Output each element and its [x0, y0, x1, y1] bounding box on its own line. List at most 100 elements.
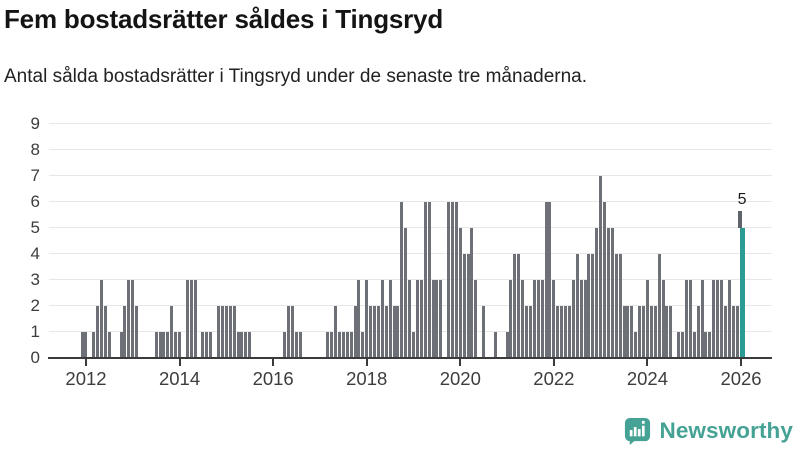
- bar: [103, 305, 107, 358]
- bar: [474, 279, 478, 358]
- bar: [708, 331, 712, 358]
- bar: [193, 279, 197, 358]
- bar: [244, 331, 248, 358]
- x-tick-mark: [552, 358, 555, 366]
- highlight-value-label: 5: [737, 190, 747, 208]
- bar: [412, 331, 415, 358]
- bar: [603, 201, 607, 358]
- x-tick-label: 2024: [626, 367, 669, 389]
- y-tick-label: 5: [30, 218, 40, 237]
- bar: [677, 331, 681, 358]
- bar: [688, 279, 692, 358]
- bar: [642, 305, 646, 358]
- bar: [727, 279, 731, 358]
- bar: [618, 253, 622, 358]
- bar: [587, 253, 591, 358]
- bar: [392, 305, 396, 358]
- bar: [536, 279, 540, 358]
- y-tick-label: 7: [30, 166, 40, 185]
- bar: [224, 305, 228, 358]
- bar: [466, 253, 470, 358]
- gridline: [49, 253, 772, 254]
- x-tick-mark: [459, 358, 462, 366]
- x-tick-mark: [178, 358, 181, 366]
- bar: [684, 279, 688, 358]
- bar: [482, 305, 486, 358]
- bar: [220, 305, 224, 358]
- bar: [470, 227, 474, 358]
- bar: [400, 201, 404, 358]
- y-tick-label: 8: [30, 140, 40, 159]
- bar: [232, 305, 236, 358]
- bar: [127, 279, 131, 358]
- highlighted-bar: [739, 227, 745, 358]
- y-tick-label: 6: [30, 192, 40, 211]
- bar: [509, 279, 513, 358]
- y-tick-label: 1: [30, 322, 40, 341]
- newsworthy-icon: [625, 417, 651, 446]
- bar: [404, 227, 408, 358]
- bar: [162, 331, 166, 358]
- bar: [630, 305, 634, 358]
- bar: [591, 253, 595, 358]
- bar: [735, 305, 739, 358]
- gridline: [49, 149, 772, 150]
- bar: [626, 305, 630, 358]
- bar: [201, 331, 205, 358]
- x-tick-mark: [646, 358, 649, 366]
- bar: [185, 279, 189, 358]
- y-tick-label: 9: [30, 114, 40, 133]
- bar: [614, 253, 618, 358]
- bar: [408, 279, 412, 358]
- bar: [532, 279, 536, 358]
- bar: [345, 331, 349, 358]
- bar: [396, 305, 400, 358]
- bar: [92, 331, 96, 358]
- y-tick-label: 4: [30, 244, 40, 263]
- bar: [415, 279, 419, 358]
- bar: [528, 305, 532, 358]
- bar: [606, 227, 610, 358]
- bar: [505, 331, 509, 358]
- bar: [337, 331, 341, 358]
- bar: [610, 227, 614, 358]
- chart-title: Fem bostadsrätter såldes i Tingsryd: [4, 4, 443, 34]
- bar: [599, 175, 603, 358]
- bar: [361, 331, 365, 358]
- bar: [431, 279, 435, 358]
- bar: [419, 279, 423, 358]
- bar: [521, 279, 525, 358]
- bar: [540, 279, 544, 358]
- bar: [513, 253, 517, 358]
- bar: [720, 279, 724, 358]
- bar: [579, 279, 583, 358]
- bar: [696, 305, 700, 358]
- bar: [716, 279, 720, 358]
- bar: [291, 305, 295, 358]
- bar: [158, 331, 162, 358]
- bar: [700, 279, 704, 358]
- bar: [439, 279, 443, 358]
- bar: [287, 305, 291, 358]
- gridline: [49, 175, 772, 176]
- bar: [205, 331, 209, 358]
- bar: [334, 305, 338, 358]
- x-tick-mark: [740, 358, 743, 366]
- bar: [369, 305, 373, 358]
- bar: [178, 331, 182, 358]
- bar: [131, 279, 135, 358]
- bar: [298, 331, 302, 358]
- highlight-leader-line: [738, 210, 742, 228]
- bar: [123, 305, 127, 358]
- gridline: [49, 201, 772, 202]
- x-tick-mark: [272, 358, 275, 366]
- bar: [373, 305, 377, 358]
- newsworthy-wordmark: Newsworthy: [659, 418, 793, 443]
- x-tick-label: 2018: [346, 367, 388, 389]
- bar: [571, 279, 575, 358]
- bar: [174, 331, 178, 358]
- bar: [665, 305, 669, 358]
- bar: [447, 201, 451, 358]
- bar: [458, 227, 462, 358]
- bar: [427, 201, 431, 358]
